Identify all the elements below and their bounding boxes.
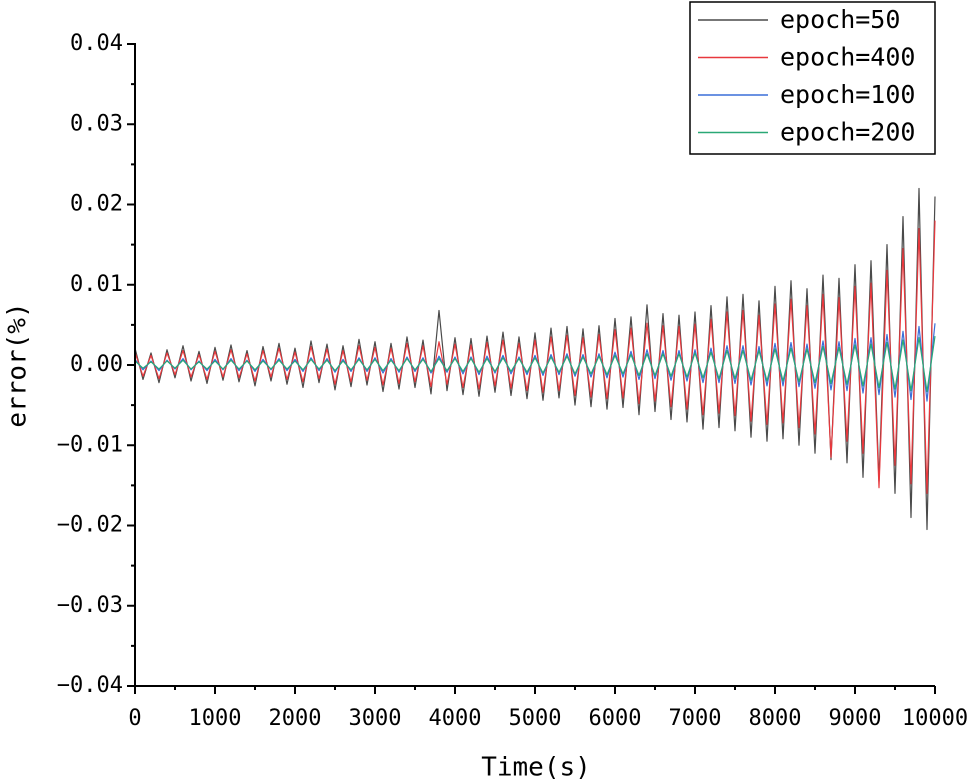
x-tick-label: 4000	[429, 706, 482, 731]
y-tick-label: 0.02	[70, 192, 123, 217]
x-tick-label: 1000	[189, 706, 242, 731]
legend-label: epoch=50	[780, 5, 900, 34]
y-tick-label: 0.01	[70, 272, 123, 297]
legend-label: epoch=200	[780, 118, 915, 147]
x-tick-label: 10000	[902, 706, 968, 731]
y-tick-label: −0.04	[57, 673, 123, 698]
x-tick-label: 6000	[589, 706, 642, 731]
x-tick-label: 2000	[269, 706, 322, 731]
y-tick-label: −0.01	[57, 432, 123, 457]
y-tick-label: 0.04	[70, 31, 123, 56]
x-tick-label: 9000	[829, 706, 882, 731]
x-tick-label: 3000	[349, 706, 402, 731]
legend-label: epoch=400	[780, 43, 915, 72]
y-tick-label: −0.02	[57, 513, 123, 538]
y-axis-label: error(%)	[3, 302, 33, 427]
x-tick-label: 7000	[669, 706, 722, 731]
x-tick-label: 8000	[749, 706, 802, 731]
data-line	[134, 220, 936, 494]
y-tick-label: 0.00	[70, 352, 123, 377]
legend-box	[689, 1, 936, 155]
data-line	[134, 336, 936, 393]
y-tick-label: 0.03	[70, 111, 123, 136]
legend-label: epoch=100	[780, 80, 915, 109]
x-tick-label: 5000	[509, 706, 562, 731]
x-tick-label: 0	[128, 706, 141, 731]
x-axis-label: Time(s)	[481, 753, 591, 782]
y-tick-label: −0.03	[57, 593, 123, 618]
